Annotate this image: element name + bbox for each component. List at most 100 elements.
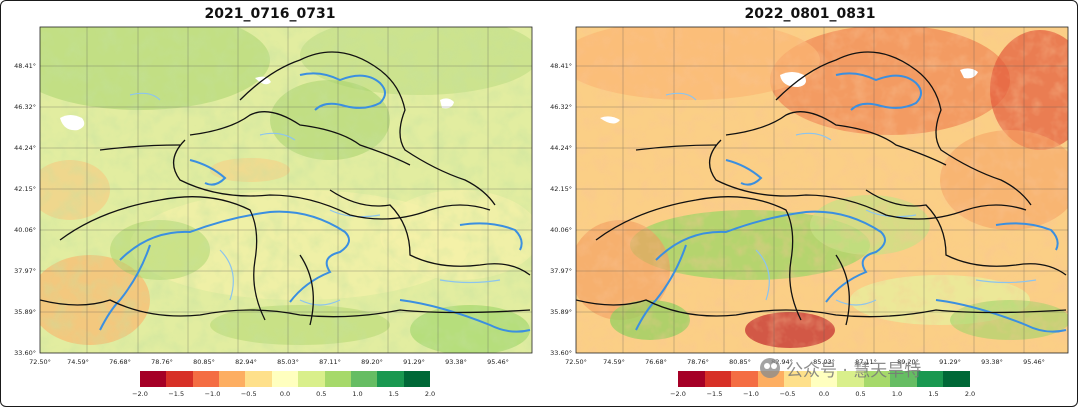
colorbar-tick: −0.5 xyxy=(779,390,796,398)
colorbar-tick: 0.5 xyxy=(855,390,866,398)
colorbar-segment xyxy=(350,371,378,387)
colorbar-segment xyxy=(192,371,220,387)
colorbar-tick: −1.5 xyxy=(706,390,723,398)
colorbar-segment xyxy=(943,371,971,387)
lon-tick: 76.68° xyxy=(109,358,131,366)
lon-tick: 74.59° xyxy=(67,358,89,366)
colorbar-ticks: −2.0 −1.5 −1.0 −0.5 0.0 0.5 1.0 1.5 2.0 xyxy=(670,390,975,400)
colorbar-segment xyxy=(678,371,706,387)
colorbar-tick: −1.0 xyxy=(204,390,221,398)
map-raster xyxy=(576,27,1068,353)
colorbar-tick: 2.0 xyxy=(964,390,976,398)
colorbar-tick: 1.5 xyxy=(928,390,939,398)
lon-tick: 74.59° xyxy=(603,358,625,366)
colorbar-segment xyxy=(219,371,246,387)
colorbar-tick: 0.0 xyxy=(279,390,291,398)
wechat-icon xyxy=(760,358,780,378)
lat-tick: 37.97° xyxy=(550,267,572,275)
colorbar-tick: 0.5 xyxy=(316,390,327,398)
lat-tick: 35.89° xyxy=(550,308,572,316)
colorbar-tick: −1.5 xyxy=(168,390,185,398)
colorbar-tick: −0.5 xyxy=(240,390,257,398)
colorbar-segment xyxy=(377,371,405,387)
lon-tick: 78.76° xyxy=(687,358,709,366)
lon-tick: 87.11° xyxy=(855,358,877,366)
lat-tick: 48.41° xyxy=(14,62,36,70)
lat-tick: 37.97° xyxy=(14,267,36,275)
colorbar-segment xyxy=(810,371,838,387)
boundaries xyxy=(576,51,1067,326)
colorbar-tick: 1.0 xyxy=(891,390,903,398)
map-panel-2022: 2022_0801_0831 xyxy=(540,0,1080,409)
map-figure xyxy=(39,26,533,354)
colorbar-ticks: −2.0 −1.5 −1.0 −0.5 0.0 0.5 1.0 1.5 2.0 xyxy=(132,390,435,400)
lat-tick: 40.06° xyxy=(550,226,572,234)
lon-tick: 76.68° xyxy=(645,358,667,366)
lon-tick: 82.94° xyxy=(235,358,257,366)
lon-tick: 93.38° xyxy=(981,358,1003,366)
lon-tick: 85.03° xyxy=(277,358,299,366)
colorbar-segment xyxy=(271,371,299,387)
colorbar-segment xyxy=(140,371,167,387)
lon-tick: 82.94° xyxy=(771,358,793,366)
map-title: 2022_0801_0831 xyxy=(744,6,876,22)
colorbar-segment xyxy=(784,371,812,387)
lon-tick: 80.85° xyxy=(729,358,751,366)
map-panel-2021: 2021_0716_0731 xyxy=(14,6,533,400)
rivers xyxy=(635,72,1067,333)
colorbar xyxy=(678,371,971,387)
lon-tick: 91.29° xyxy=(403,358,425,366)
watermark: 公众号 · 慧天旱特 xyxy=(760,357,922,381)
lat-tick: 33.60° xyxy=(14,349,36,357)
lon-tick: 85.03° xyxy=(813,358,835,366)
lat-tick: 40.06° xyxy=(14,226,36,234)
lon-tick: 72.50° xyxy=(565,358,587,366)
lon-tick: 95.46° xyxy=(1023,358,1045,366)
lon-tick: 95.46° xyxy=(487,358,509,366)
lat-tick: 48.41° xyxy=(550,62,572,70)
colorbar-tick: 1.5 xyxy=(388,390,399,398)
colorbar-segment xyxy=(837,371,865,387)
lon-tick: 93.38° xyxy=(445,358,467,366)
lon-tick: 80.85° xyxy=(193,358,215,366)
colorbar-tick: 1.0 xyxy=(352,390,363,398)
lat-tick: 44.24° xyxy=(14,144,36,152)
watermark-text: 公众号 · 慧天旱特 xyxy=(786,360,922,381)
colorbar-segment xyxy=(890,371,918,387)
lon-tick: 78.76° xyxy=(151,358,173,366)
colorbar-segment xyxy=(916,371,944,387)
colorbar-tick: −1.0 xyxy=(743,390,759,398)
graticule xyxy=(40,27,532,353)
lat-tick: 46.32° xyxy=(550,103,572,111)
lon-tick: 89.20° xyxy=(897,358,919,366)
lat-tick: 33.60° xyxy=(550,349,572,357)
colorbar-segment xyxy=(324,371,352,387)
colorbar-segment xyxy=(166,371,194,387)
lat-tick: 35.89° xyxy=(14,308,36,316)
colorbar-segment xyxy=(704,371,732,387)
map-title: 2021_0716_0731 xyxy=(204,6,336,22)
lon-tick: 89.20° xyxy=(361,358,383,366)
lat-tick: 42.15° xyxy=(14,185,36,193)
map-raster xyxy=(40,27,532,353)
lat-tick: 42.15° xyxy=(550,185,572,193)
colorbar-segment xyxy=(731,371,759,387)
colorbar-segment xyxy=(298,371,326,387)
colorbar-tick: −2.0 xyxy=(132,390,148,398)
lat-tick: 44.24° xyxy=(550,144,572,152)
colorbar xyxy=(140,371,431,387)
rivers xyxy=(99,72,531,333)
boundaries xyxy=(40,51,531,326)
colorbar-segment xyxy=(863,371,891,387)
colorbar-segment xyxy=(403,371,431,387)
lon-tick: 87.11° xyxy=(319,358,341,366)
colorbar-tick: −2.0 xyxy=(670,390,686,398)
colorbar-tick: 0.0 xyxy=(818,390,830,398)
lon-tick: 72.50° xyxy=(29,358,51,366)
map-figure xyxy=(575,26,1069,354)
lon-tick: 91.29° xyxy=(939,358,961,366)
colorbar-segment xyxy=(245,371,273,387)
colorbar-tick: 2.0 xyxy=(424,390,436,398)
lat-tick: 46.32° xyxy=(14,103,36,111)
